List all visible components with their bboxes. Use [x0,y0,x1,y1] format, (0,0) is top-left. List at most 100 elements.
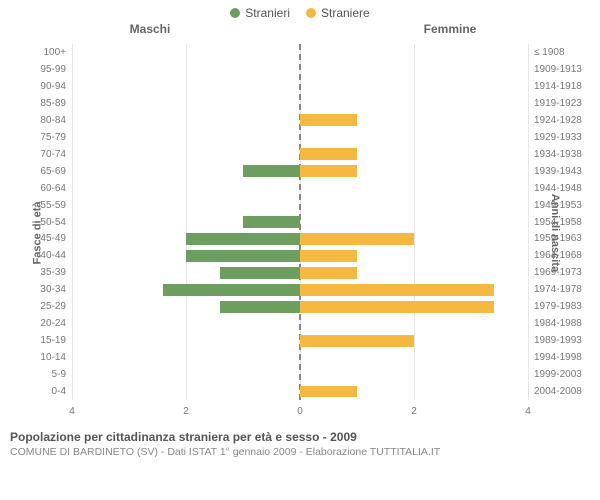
x-axis: 4 2 0 2 4 [72,406,528,420]
birth-label: 1979-1983 [534,301,590,312]
age-label: 30-34 [10,284,66,295]
legend-male: Stranieri [230,6,290,20]
birth-label: 1944-1948 [534,183,590,194]
row-30-34: 30-341974-1978 [72,281,528,298]
bar-male [243,216,300,228]
row-5-9: 5-91999-2003 [72,366,528,383]
age-label: 65-69 [10,166,66,177]
age-label: 35-39 [10,267,66,278]
age-label: 100+ [10,47,66,58]
age-label: 20-24 [10,318,66,329]
footer-title: Popolazione per cittadinanza straniera p… [10,430,590,444]
birth-label: 1914-1918 [534,81,590,92]
birth-label: 1974-1978 [534,284,590,295]
age-label: 25-29 [10,301,66,312]
bar-female [300,301,494,313]
bar-female [300,233,414,245]
row-70-74: 70-741934-1938 [72,146,528,163]
bar-male [243,165,300,177]
bar-female [300,284,494,296]
bar-male [163,284,300,296]
row-20-24: 20-241984-1988 [72,315,528,332]
row-60-64: 60-641944-1948 [72,180,528,197]
row-85-89: 85-891919-1923 [72,95,528,112]
bar-rows: 100+≤ 190895-991909-191390-941914-191885… [72,44,528,400]
chart-footer: Popolazione per cittadinanza straniera p… [0,428,600,458]
age-label: 0-4 [10,386,66,397]
age-label: 70-74 [10,149,66,160]
age-label: 60-64 [10,183,66,194]
birth-label: 1934-1938 [534,149,590,160]
legend-male-label: Stranieri [245,6,290,20]
footer-subtitle: COMUNE DI BARDINETO (SV) - Dati ISTAT 1°… [10,446,590,458]
bar-male [186,250,300,262]
birth-label: 1964-1968 [534,250,590,261]
bar-female [300,335,414,347]
bar-male [186,233,300,245]
birth-label: 1939-1943 [534,166,590,177]
legend: Stranieri Straniere [0,0,600,22]
x-tick: 4 [525,406,531,417]
birth-label: 1929-1933 [534,132,590,143]
x-tick: 4 [69,406,75,417]
birth-label: 1924-1928 [534,115,590,126]
row-65-69: 65-691939-1943 [72,163,528,180]
birth-label: 2004-2008 [534,386,590,397]
birth-label: 1969-1973 [534,267,590,278]
row-90-94: 90-941914-1918 [72,78,528,95]
birth-label: 1949-1953 [534,200,590,211]
birth-label: 1954-1958 [534,217,590,228]
pyramid-chart: Stranieri Straniere Maschi Femmine Fasce… [0,0,600,500]
birth-label: ≤ 1908 [534,47,590,58]
row-15-19: 15-191989-1993 [72,332,528,349]
row-55-59: 55-591949-1953 [72,197,528,214]
legend-female: Straniere [306,6,370,20]
birth-label: 1909-1913 [534,64,590,75]
x-tick: 2 [183,406,189,417]
bar-male [220,267,300,279]
birth-label: 1959-1963 [534,233,590,244]
age-label: 95-99 [10,64,66,75]
x-tick: 2 [411,406,417,417]
age-label: 40-44 [10,250,66,261]
column-headers: Maschi Femmine [0,22,600,38]
age-label: 50-54 [10,217,66,228]
plot-area: Fasce di età Anni di nascita 100+≤ 19089… [0,38,600,428]
bar-female [300,250,357,262]
bar-female [300,165,357,177]
row-100+: 100+≤ 1908 [72,44,528,61]
x-tick: 0 [297,406,303,417]
age-label: 45-49 [10,233,66,244]
age-label: 10-14 [10,352,66,363]
row-10-14: 10-141994-1998 [72,349,528,366]
bar-female [300,267,357,279]
birth-label: 1919-1923 [534,98,590,109]
birth-label: 1989-1993 [534,335,590,346]
row-45-49: 45-491959-1963 [72,230,528,247]
row-50-54: 50-541954-1958 [72,214,528,231]
age-label: 15-19 [10,335,66,346]
age-label: 55-59 [10,200,66,211]
birth-label: 1999-2003 [534,369,590,380]
birth-label: 1984-1988 [534,318,590,329]
legend-female-label: Straniere [321,6,370,20]
bar-female [300,386,357,398]
legend-female-swatch [306,8,316,18]
header-female: Femmine [300,22,600,36]
row-0-4: 0-42004-2008 [72,383,528,400]
row-40-44: 40-441964-1968 [72,247,528,264]
row-75-79: 75-791929-1933 [72,129,528,146]
header-male: Maschi [0,22,300,36]
age-label: 90-94 [10,81,66,92]
bar-female [300,114,357,126]
legend-male-swatch [230,8,240,18]
age-label: 80-84 [10,115,66,126]
row-80-84: 80-841924-1928 [72,112,528,129]
row-95-99: 95-991909-1913 [72,61,528,78]
age-label: 75-79 [10,132,66,143]
age-label: 5-9 [10,369,66,380]
birth-label: 1994-1998 [534,352,590,363]
bar-female [300,148,357,160]
row-35-39: 35-391969-1973 [72,264,528,281]
bar-male [220,301,300,313]
